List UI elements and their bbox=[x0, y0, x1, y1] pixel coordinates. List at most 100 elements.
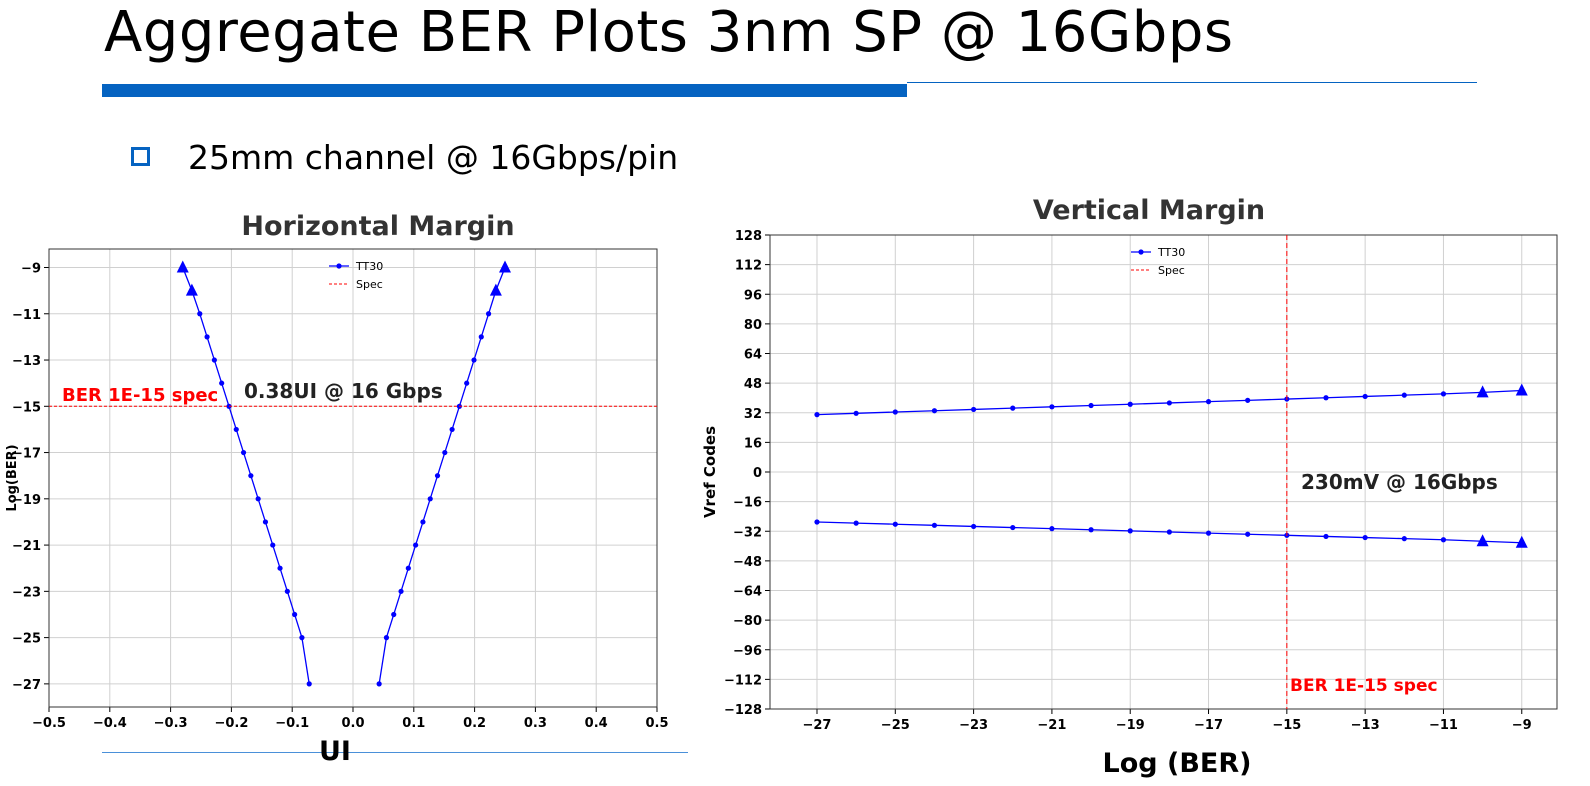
chart2-data-point bbox=[1166, 529, 1172, 535]
chart1-x-tick-label: −0.3 bbox=[154, 716, 188, 731]
chart1-y-axis-label: Log(BER) bbox=[5, 444, 20, 511]
chart1-data-point bbox=[306, 681, 312, 687]
chart1-data-point bbox=[270, 542, 276, 548]
chart2-x-tick-label: −15 bbox=[1272, 718, 1301, 733]
chart1-x-tick-label: −0.5 bbox=[32, 716, 66, 731]
footer-rule bbox=[102, 752, 688, 753]
chart2-data-point bbox=[1401, 392, 1407, 398]
chart2-data-point bbox=[814, 519, 820, 525]
chart1-y-tick-label: −19 bbox=[12, 493, 41, 508]
chart1-data-point bbox=[391, 611, 397, 618]
chart2-data-point bbox=[1088, 402, 1094, 409]
chart1-title: Horizontal Margin bbox=[241, 211, 514, 242]
chart1-data-point bbox=[427, 496, 433, 502]
chart1-x-axis-label: UI bbox=[319, 736, 351, 767]
chart2-y-tick-label: −16 bbox=[733, 496, 762, 511]
chart1-x-tick-label: 0.3 bbox=[524, 716, 547, 731]
chart1-annotation: 0.38UI @ 16 Gbps bbox=[244, 379, 443, 403]
chart1-data-point bbox=[284, 588, 290, 594]
chart1-y-tick-label: −13 bbox=[12, 354, 41, 369]
chart2-y-tick-label: 32 bbox=[744, 407, 762, 422]
chart1-data-point bbox=[420, 519, 426, 525]
chart2-x-tick-label: −11 bbox=[1429, 718, 1458, 733]
chart2-legend-marker-tt30 bbox=[1138, 249, 1144, 255]
chart1-x-tick-label: 0.2 bbox=[463, 716, 486, 731]
chart1-y-tick-label: −23 bbox=[12, 585, 41, 600]
chart1-series-line bbox=[182, 267, 310, 684]
chart2-data-point bbox=[1049, 404, 1055, 410]
chart2-y-tick-label: −112 bbox=[724, 673, 762, 688]
chart1-data-point bbox=[277, 565, 283, 571]
chart1-y-tick-label: −11 bbox=[12, 308, 41, 323]
chart1-data-point bbox=[405, 565, 411, 571]
chart2-triangle-marker bbox=[1476, 385, 1489, 398]
chart2-data-point bbox=[892, 409, 898, 415]
chart2-data-point bbox=[1440, 391, 1447, 397]
chart2-data-point bbox=[1245, 397, 1251, 403]
chart2-data-point bbox=[1205, 399, 1212, 405]
chart1-data-point bbox=[262, 519, 269, 525]
chart1-legend-label: TT30 bbox=[355, 260, 383, 273]
chart1-data-point bbox=[219, 380, 225, 386]
chart2-triangle-marker bbox=[1476, 534, 1489, 547]
chart1-legend-label: Spec bbox=[356, 278, 383, 291]
chart2-data-point bbox=[1440, 537, 1447, 543]
chart2-y-axis-label: Vref Codes bbox=[701, 426, 719, 518]
chart1-data-point bbox=[478, 334, 484, 340]
chart2-y-tick-label: 80 bbox=[744, 318, 762, 333]
chart2-data-point bbox=[1362, 534, 1368, 541]
title-underline-rule bbox=[907, 82, 1477, 83]
chart1-x-tick-label: 0.5 bbox=[645, 716, 668, 731]
chart1-triangle-marker bbox=[176, 260, 189, 273]
chart1-x-tick-label: 0.1 bbox=[402, 716, 425, 731]
chart2-plot-frame bbox=[769, 234, 1558, 710]
chart2-x-tick-label: −21 bbox=[1037, 718, 1066, 733]
chart2-data-point bbox=[853, 520, 859, 526]
chart2-x-tick-label: −19 bbox=[1116, 718, 1145, 733]
chart2-x-tick-label: −27 bbox=[802, 718, 831, 733]
chart1-x-tick-label: −0.4 bbox=[93, 716, 127, 731]
chart1-data-point bbox=[255, 496, 261, 502]
chart2-data-point bbox=[892, 521, 898, 527]
bullet-text: 25mm channel @ 16Gbps/pin bbox=[188, 138, 679, 177]
chart1-data-point bbox=[226, 403, 232, 409]
chart2-data-point bbox=[1245, 531, 1251, 537]
chart1-data-point bbox=[398, 588, 404, 594]
chart2-y-tick-label: 64 bbox=[744, 348, 762, 363]
chart2-x-axis-label: Log (BER) bbox=[1103, 748, 1252, 779]
chart2-data-point bbox=[1166, 400, 1172, 406]
chart1-triangle-marker bbox=[185, 283, 198, 296]
chart1-x-tick-label: −0.2 bbox=[214, 716, 248, 731]
chart1-data-point bbox=[449, 426, 455, 433]
chart2-x-tick-label: −25 bbox=[881, 718, 910, 733]
chart2-data-point bbox=[931, 522, 938, 528]
chart2-data-point bbox=[1205, 530, 1212, 536]
chart1-data-point bbox=[248, 473, 254, 479]
chart1-data-point bbox=[299, 635, 305, 641]
chart2-data-point bbox=[1088, 527, 1094, 533]
chart1-data-point bbox=[471, 357, 477, 363]
chart1-y-tick-label: −9 bbox=[21, 262, 41, 277]
chart1-y-tick-label: −27 bbox=[12, 678, 41, 693]
chart2-data-point bbox=[1323, 533, 1329, 540]
chart2-data-point bbox=[931, 408, 938, 414]
chart2-y-tick-label: −48 bbox=[733, 555, 762, 570]
chart2-data-point bbox=[1010, 524, 1016, 531]
chart2-y-tick-label: 48 bbox=[744, 377, 762, 392]
chart1-y-tick-label: −21 bbox=[12, 539, 41, 554]
chart2-y-tick-label: 128 bbox=[735, 229, 762, 244]
title-underline-bar bbox=[102, 84, 907, 97]
chart1-data-point bbox=[383, 635, 390, 641]
chart1-data-point bbox=[376, 681, 382, 687]
chart1-data-point bbox=[413, 542, 419, 548]
chart1-legend-marker-tt30 bbox=[336, 263, 342, 269]
chart1-x-tick-label: −0.1 bbox=[275, 716, 309, 731]
chart2-x-tick-label: −17 bbox=[1194, 718, 1223, 733]
chart2-data-point bbox=[1362, 393, 1368, 400]
chart2-legend-label: TT30 bbox=[1157, 246, 1185, 259]
chart2-data-point bbox=[1323, 395, 1329, 401]
chart2-legend-label: Spec bbox=[1158, 264, 1185, 277]
chart2-data-point bbox=[1127, 528, 1133, 534]
chart2-triangle-marker bbox=[1515, 535, 1528, 548]
